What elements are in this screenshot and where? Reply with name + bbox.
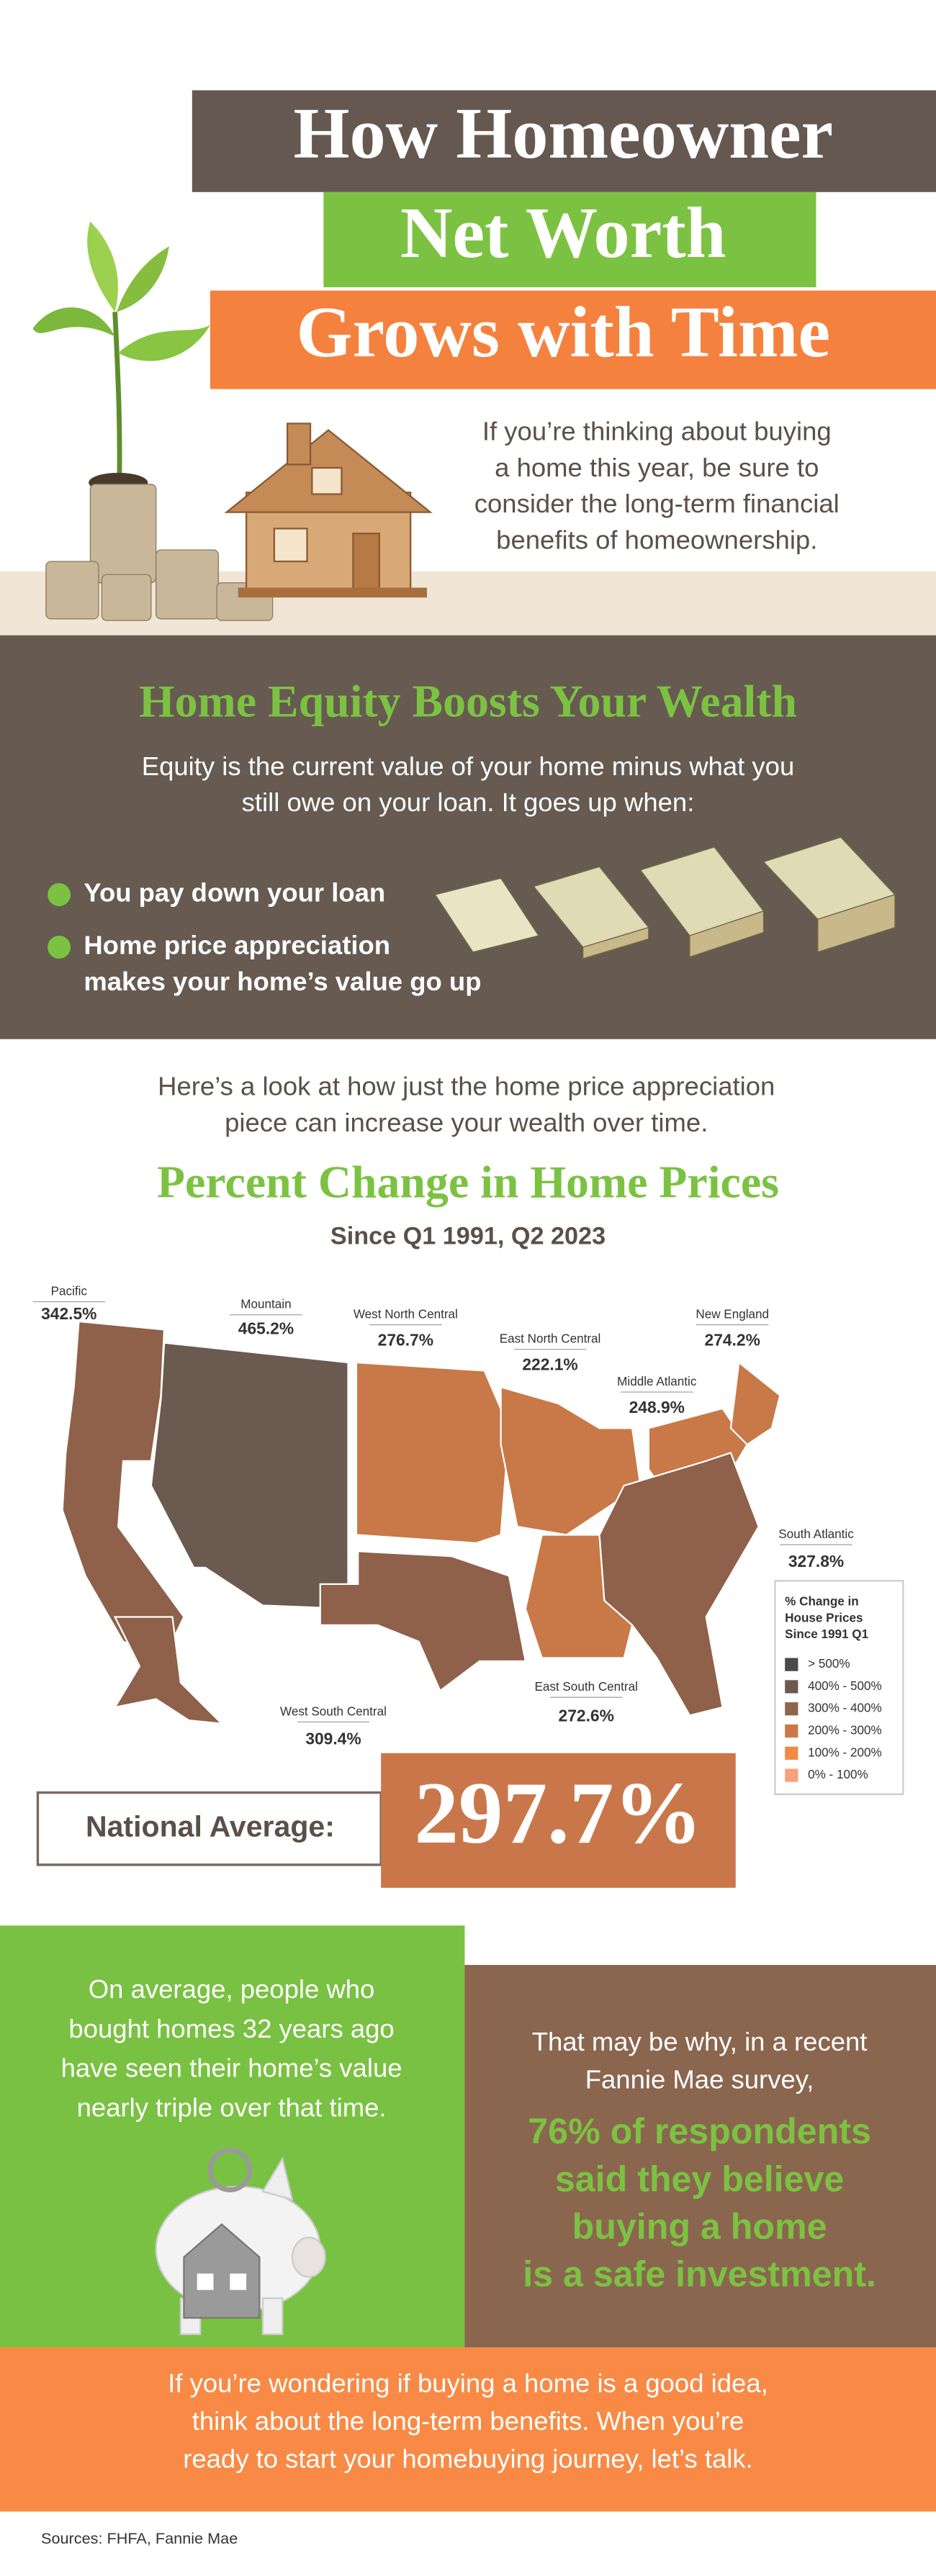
section-heading: Home Equity Boosts Your Wealth [139, 675, 797, 726]
region-value: 342.5% [41, 1304, 96, 1323]
coin-stacks [45, 484, 274, 621]
region-name: East South Central [534, 1680, 637, 1694]
legend-title: Since 1991 Q1 [785, 1627, 868, 1641]
title-box-1 [192, 90, 936, 192]
legend-swatch [785, 1724, 798, 1738]
legend-title: House Prices [785, 1611, 863, 1624]
bullet-dot [48, 883, 71, 906]
left-panel-text: nearly triple over that time. [77, 2092, 387, 2122]
region-new-england [729, 1360, 781, 1446]
equity-section [0, 635, 936, 1039]
region-west-north-central [355, 1361, 510, 1545]
legend-item: 400% - 500% [808, 1679, 882, 1693]
legend-swatch [785, 1680, 798, 1694]
legend-item: 0% - 100% [808, 1768, 868, 1781]
right-panel-text: Fannie Mae survey, [585, 2065, 814, 2094]
equity-text: still owe on your loan. It goes up when: [242, 787, 695, 817]
house-illustration [224, 422, 433, 598]
highlight-text: said they believe [555, 2159, 844, 2199]
region-name: South Atlantic [778, 1527, 854, 1541]
footer-text: think about the long-term benefits. When… [192, 2406, 744, 2436]
chart-subtitle: Since Q1 1991, Q2 2023 [330, 1223, 606, 1250]
intro-text: benefits of homeownership. [496, 525, 817, 554]
sources: Sources: FHFA, Fannie Mae [41, 2529, 238, 2547]
legend-item: 200% - 300% [808, 1724, 882, 1737]
highlight-text: is a safe investment. [523, 2254, 876, 2295]
region-east-south-central [524, 1534, 634, 1659]
legend-swatch [785, 1746, 798, 1760]
legend-item: 100% - 200% [808, 1745, 882, 1759]
region-value: 465.2% [238, 1319, 294, 1337]
intro-text: a home this year, be sure to [495, 453, 819, 482]
intro-text: If you’re thinking about buying [482, 417, 832, 446]
region-name: West North Central [354, 1307, 458, 1321]
us-map [61, 1320, 781, 1725]
region-name: Middle Atlantic [617, 1375, 697, 1388]
region-name: Pacific [51, 1284, 88, 1298]
region-name: West South Central [280, 1704, 387, 1718]
highlight-text: 76% of respondents [528, 2111, 871, 2151]
legend-item: > 500% [808, 1657, 850, 1671]
plant-illustration [32, 221, 210, 525]
region-mountain [150, 1342, 349, 1610]
left-panel-text: On average, people who [89, 1974, 375, 2004]
national-value: 297.7% [414, 1763, 702, 1862]
bullet-text: Home price appreciation [84, 931, 390, 960]
chart-title: Percent Change in Home Prices [157, 1157, 779, 1208]
title-line: Grows with Time [297, 292, 831, 372]
region-name: New England [696, 1307, 769, 1321]
bullet-text: You pay down your loan [84, 878, 385, 908]
region-value: 327.8% [788, 1552, 844, 1571]
bullet-text: makes your home’s value go up [84, 967, 481, 996]
footer-text: ready to start your homebuying journey, … [183, 2444, 753, 2473]
region-value: 222.1% [522, 1355, 577, 1374]
right-panel [464, 1965, 936, 2348]
legend-swatch [785, 1702, 798, 1716]
national-value-box [381, 1753, 736, 1888]
region-name: East North Central [500, 1332, 601, 1346]
region-pacific-alaska [113, 1616, 224, 1725]
title-line: How Homeowner [293, 94, 833, 173]
title-box-3 [210, 290, 936, 389]
highlight-text: buying a home [572, 2206, 827, 2246]
legend-swatch [785, 1658, 798, 1671]
equity-text: Equity is the current value of your home… [142, 751, 794, 781]
region-value: 248.9% [629, 1398, 685, 1416]
region-west-south-central [319, 1550, 527, 1692]
footer-section [0, 2347, 936, 2512]
legend-swatch [785, 1768, 798, 1782]
legend-item: 300% - 400% [808, 1701, 882, 1715]
footer-text: If you’re wondering if buying a home is … [168, 2369, 768, 2398]
region-value: 274.2% [705, 1330, 760, 1349]
region-value: 276.7% [378, 1330, 433, 1349]
left-panel-text: bought homes 32 years ago [68, 2014, 394, 2043]
legend-title: % Change in [785, 1594, 859, 1608]
transition-text: piece can increase your wealth over time… [225, 1108, 708, 1137]
national-label: National Average: [86, 1810, 335, 1843]
title-line: Net Worth [400, 193, 726, 273]
intro-text: consider the long-term financial [474, 489, 840, 518]
region-south-atlantic [598, 1451, 760, 1717]
region-name: Mountain [240, 1298, 291, 1311]
left-panel-text: have seen their home’s value [61, 2053, 402, 2083]
right-panel-text: That may be why, in a recent [532, 2027, 868, 2056]
piggy-bank [155, 2148, 326, 2336]
bullet-dot [48, 936, 71, 959]
region-value: 309.4% [305, 1730, 361, 1748]
title-box-2 [323, 191, 816, 288]
transition-text: Here’s a look at how just the home price… [158, 1072, 775, 1101]
money-stacks [434, 836, 896, 959]
region-value: 272.6% [559, 1707, 614, 1725]
